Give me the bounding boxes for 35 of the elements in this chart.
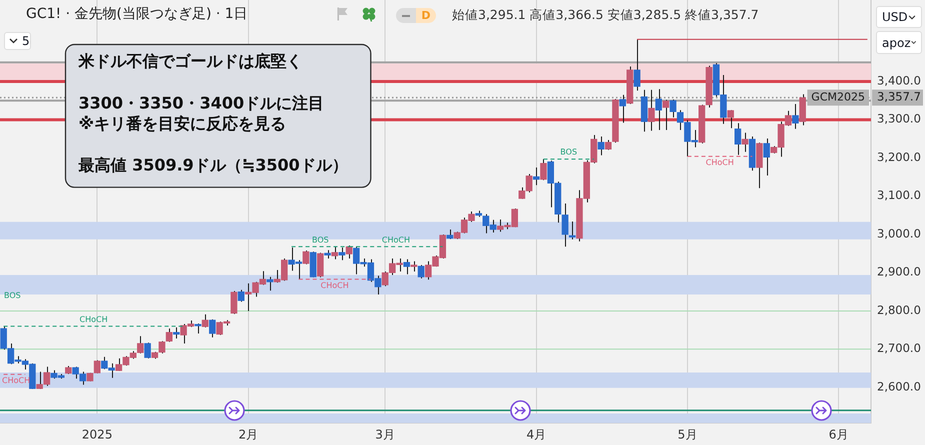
x-tick-label: 3月 — [375, 427, 395, 442]
annotation: D — [421, 9, 431, 22]
series-label: CHoCH — [80, 314, 108, 324]
text: 3,357.7 — [877, 90, 921, 104]
series-label: BOS — [560, 148, 578, 157]
text: GC1! · 金先物(当限つなぎ足) · 1日 — [26, 5, 248, 23]
annotation: 3300・3350・3400ドルに注目 — [78, 93, 324, 112]
y-tick-label: 3,000.0 — [877, 226, 921, 240]
annotation: 5 — [22, 34, 30, 48]
dropdown: USD — [876, 6, 922, 28]
collapse-button: 5 — [4, 32, 31, 50]
x-tick-label: 4月 — [526, 427, 546, 442]
y-tick-label: 3,400.0 — [877, 73, 921, 88]
text: 始値3,295.1 高値3,366.5 安値3,285.5 終値3,357.7 — [452, 7, 759, 23]
x-tick-label: 2025 — [82, 427, 112, 442]
y-tick-label: 2,700.0 — [877, 341, 921, 356]
ref-line-label: GCM2025 — [811, 90, 866, 104]
y-tick-label: 3,200.0 — [877, 150, 921, 164]
annotation: 米ドル不信でゴールドは底堅く — [78, 52, 302, 71]
series-label: CHoCH — [382, 235, 410, 244]
y-tick-label: 2,800.0 — [877, 302, 921, 317]
y-tick-label: 3,300.0 — [877, 112, 921, 126]
y-tick-label: 2,600.0 — [877, 379, 921, 394]
x-tick-label: 2月 — [238, 427, 258, 442]
y-tick-label: 3,100.0 — [877, 188, 921, 202]
x-tick-label: 5月 — [678, 427, 698, 442]
x-tick-label: 6月 — [828, 427, 848, 442]
annotation: BOS — [4, 291, 21, 300]
series-label: CHoCH — [320, 280, 349, 290]
series-label: CHoCH — [706, 158, 734, 168]
dropdown: apoz — [876, 31, 922, 54]
annotation: 最高値 3509.9ドル（≒3500ドル） — [78, 156, 348, 175]
series-label: BOS — [312, 235, 329, 244]
annotation: ※キリ番を目安に反応を見る — [78, 114, 286, 134]
y-tick-label: 2,900.0 — [877, 264, 921, 279]
